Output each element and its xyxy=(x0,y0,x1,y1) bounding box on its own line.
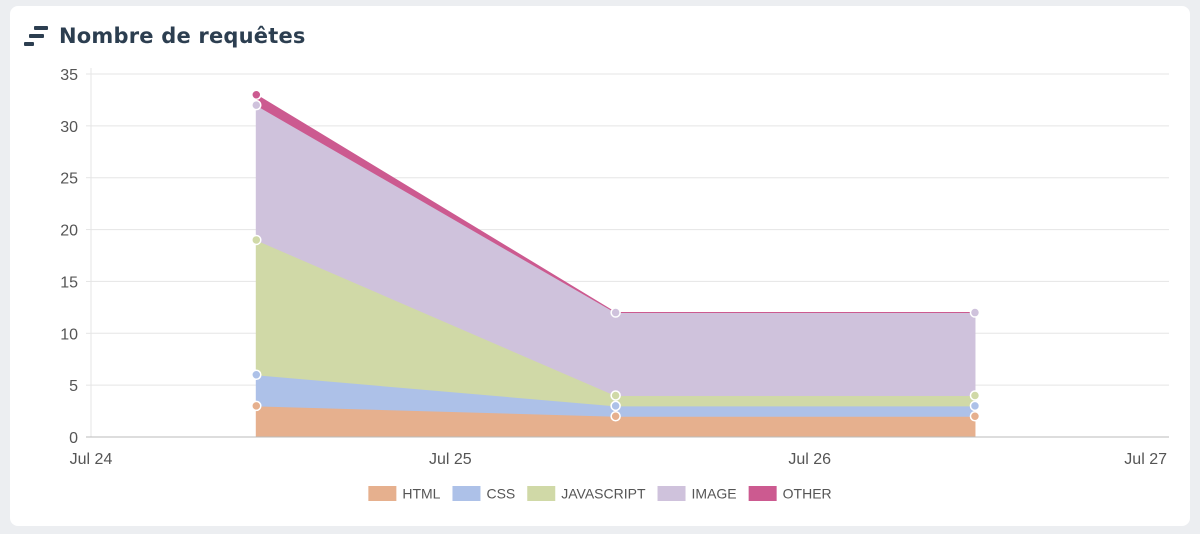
point-javascript[interactable] xyxy=(611,391,620,400)
legend-swatch xyxy=(749,486,777,501)
area-layer xyxy=(256,95,975,437)
y-tick-label: 35 xyxy=(60,67,78,84)
legend-label: JAVASCRIPT xyxy=(561,486,646,502)
legend-item-javascript[interactable]: JAVASCRIPT xyxy=(527,486,646,502)
point-javascript[interactable] xyxy=(970,391,979,400)
legend-item-html[interactable]: HTML xyxy=(368,486,440,502)
y-tick-label: 30 xyxy=(60,119,78,136)
x-axis-ticks: Jul 24 Jul 25 Jul 26 Jul 27 xyxy=(70,451,1167,468)
legend-label: CSS xyxy=(486,486,515,502)
y-tick-label: 0 xyxy=(69,430,78,447)
point-css[interactable] xyxy=(611,401,620,410)
legend-label: IMAGE xyxy=(692,486,737,502)
point-html[interactable] xyxy=(252,401,261,410)
chart-legend: HTML CSS JAVASCRIPT IMAGE OTHER xyxy=(368,486,831,502)
point-css[interactable] xyxy=(970,401,979,410)
y-tick-label: 15 xyxy=(60,274,78,291)
x-tick-label: Jul 27 xyxy=(1124,451,1167,468)
legend-label: HTML xyxy=(402,486,440,502)
y-tick-label: 25 xyxy=(60,171,78,188)
y-tick-label: 10 xyxy=(60,326,78,343)
point-css[interactable] xyxy=(252,370,261,379)
point-other[interactable] xyxy=(252,90,261,99)
point-image[interactable] xyxy=(970,308,979,317)
legend-item-other[interactable]: OTHER xyxy=(749,486,832,502)
legend-item-image[interactable]: IMAGE xyxy=(658,486,737,502)
legend-swatch xyxy=(452,486,480,501)
y-tick-label: 20 xyxy=(60,223,78,240)
legend-swatch xyxy=(658,486,686,501)
x-tick-label: Jul 25 xyxy=(429,451,472,468)
x-tick-label: Jul 24 xyxy=(70,451,113,468)
point-image[interactable] xyxy=(611,308,620,317)
y-axis-ticks: 0 5 10 15 20 25 30 35 xyxy=(60,67,78,447)
point-html[interactable] xyxy=(970,412,979,421)
legend-label: OTHER xyxy=(783,486,832,502)
y-tick-label: 5 xyxy=(69,378,78,395)
point-javascript[interactable] xyxy=(252,235,261,244)
point-html[interactable] xyxy=(611,412,620,421)
legend-swatch xyxy=(527,486,555,501)
x-tick-label: Jul 26 xyxy=(788,451,831,468)
point-image[interactable] xyxy=(252,101,261,110)
legend-swatch xyxy=(368,486,396,501)
legend-item-css[interactable]: CSS xyxy=(452,486,515,502)
